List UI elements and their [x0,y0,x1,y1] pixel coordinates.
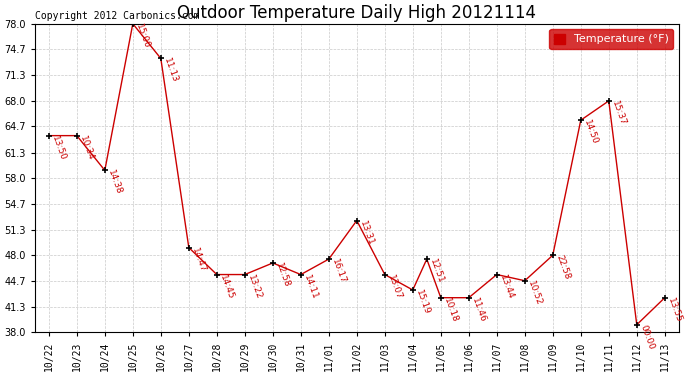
Text: 11:46: 11:46 [470,296,487,324]
Text: 13:50: 13:50 [50,134,68,162]
Text: 14:47: 14:47 [190,246,208,273]
Text: 14:45: 14:45 [218,273,235,300]
Text: 10:52: 10:52 [526,279,544,307]
Text: 13:55: 13:55 [666,296,684,324]
Text: 13:22: 13:22 [246,273,264,300]
Text: 12:51: 12:51 [428,258,446,285]
Text: 12:58: 12:58 [274,262,291,289]
Text: 13:44: 13:44 [498,273,515,300]
Text: 11:13: 11:13 [162,57,179,84]
Text: 14:50: 14:50 [582,119,600,146]
Text: 22:58: 22:58 [554,254,571,281]
Text: 10:34: 10:34 [78,134,95,162]
Text: 14:38: 14:38 [106,169,124,196]
Text: 15:37: 15:37 [610,99,627,127]
Text: Copyright 2012 Carbonics.com: Copyright 2012 Carbonics.com [34,10,199,21]
Text: 13:31: 13:31 [358,219,375,246]
Text: 16:17: 16:17 [331,258,348,285]
Text: 10:18: 10:18 [442,296,460,324]
Text: 15:19: 15:19 [414,289,431,316]
Text: 00:00: 00:00 [638,323,655,351]
Text: 14:11: 14:11 [302,273,319,300]
Title: Outdoor Temperature Daily High 20121114: Outdoor Temperature Daily High 20121114 [177,4,536,22]
Legend: Temperature (°F): Temperature (°F) [549,29,673,49]
Text: 15:00: 15:00 [134,22,152,50]
Text: 13:07: 13:07 [386,273,404,300]
